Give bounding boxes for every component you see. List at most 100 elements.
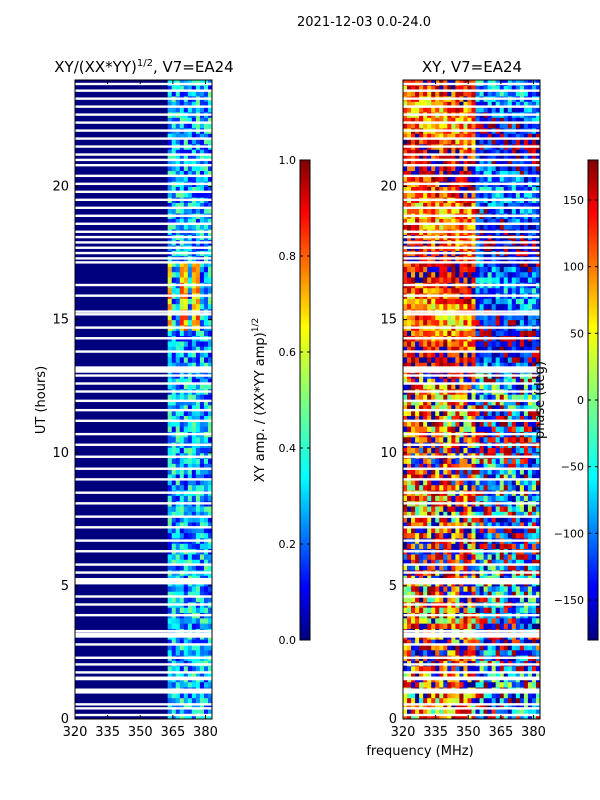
heatmap-cell (155, 207, 161, 214)
heatmap-cell (99, 266, 104, 273)
heatmap-cell (203, 117, 209, 124)
heatmap-cell (187, 713, 193, 720)
heatmap-cell (175, 713, 181, 720)
heatmap-cell (119, 202, 124, 209)
heatmap-cell (175, 346, 181, 353)
heatmap-cell (183, 410, 189, 416)
heatmap-cell (139, 506, 144, 512)
heatmap-cell (95, 436, 100, 443)
heatmap-cell (155, 117, 161, 124)
heatmap-cell (183, 186, 189, 193)
heatmap-cell (99, 596, 104, 603)
heatmap-cell (143, 426, 149, 432)
heatmap-cell (167, 484, 173, 491)
heatmap-cell (83, 527, 88, 534)
heatmap-cell (459, 644, 464, 651)
heatmap-cell (119, 468, 124, 475)
heatmap-cell (151, 261, 157, 267)
heatmap-cell (187, 287, 193, 294)
heatmap-cell (151, 165, 157, 172)
heatmap-cell (459, 623, 464, 629)
heatmap-cell (191, 665, 197, 672)
heatmap-cell (183, 681, 189, 688)
heatmap-cell (471, 665, 477, 672)
heatmap-cell (127, 511, 132, 518)
heatmap-cell (99, 319, 104, 326)
heatmap-cell (203, 271, 209, 278)
heatmap-cell (455, 623, 460, 629)
heatmap-cell (183, 607, 189, 613)
heatmap-cell (91, 623, 96, 629)
heatmap-cell (187, 202, 193, 209)
heatmap-cell (171, 415, 177, 422)
flagged-row (75, 635, 212, 638)
heatmap-cell (511, 708, 517, 715)
heatmap-cell (183, 415, 189, 422)
heatmap-cell (483, 692, 489, 699)
heatmap-cell (163, 415, 169, 422)
heatmap-cell (107, 351, 112, 358)
heatmap-cell (179, 394, 185, 400)
heatmap-cell (191, 596, 197, 603)
heatmap-cell (191, 474, 197, 480)
heatmap-cell (207, 85, 213, 92)
heatmap-cell (155, 378, 161, 385)
heatmap-cell (435, 607, 440, 613)
heatmap-cell (179, 649, 185, 656)
heatmap-cell (199, 175, 205, 182)
heatmap-cell (207, 165, 213, 172)
heatmap-cell (75, 117, 80, 124)
heatmap-cell (79, 138, 84, 145)
heatmap-cell (199, 607, 205, 613)
heatmap-cell (99, 122, 104, 129)
heatmap-cell (427, 644, 432, 651)
heatmap-cell (91, 170, 96, 177)
heatmap-cell (95, 692, 100, 699)
heatmap-cell (79, 420, 84, 427)
heatmap-cell (75, 447, 80, 454)
heatmap-cell (511, 681, 517, 688)
flagged-row (75, 713, 212, 717)
heatmap-cell (151, 681, 157, 688)
heatmap-cell (499, 697, 505, 704)
heatmap-cell (191, 202, 197, 209)
heatmap-cell (503, 649, 509, 656)
heatmap-cell (167, 404, 173, 411)
heatmap-cell (75, 484, 80, 491)
heatmap-cell (527, 692, 533, 699)
heatmap-cell (415, 639, 420, 645)
heatmap-cell (143, 122, 149, 129)
heatmap-cell (107, 607, 112, 613)
heatmap-cell (207, 564, 213, 571)
heatmap-cell (75, 271, 80, 278)
heatmap-cell (91, 692, 96, 699)
heatmap-cell (135, 692, 140, 699)
heatmap-cell (119, 117, 124, 124)
flagged-row (75, 164, 212, 167)
heatmap-cell (99, 553, 104, 560)
flagged-row (75, 113, 212, 116)
heatmap-cell (207, 436, 213, 443)
heatmap-cell (123, 617, 128, 624)
heatmap-cell (175, 90, 181, 97)
heatmap-cell (79, 340, 84, 347)
heatmap-cell (207, 314, 213, 321)
heatmap-cell (155, 223, 161, 230)
heatmap-cell (175, 351, 181, 358)
heatmap-cell (171, 340, 177, 347)
heatmap-cell (163, 479, 169, 486)
heatmap-cell (115, 122, 120, 129)
heatmap-cell (411, 692, 416, 699)
heatmap-cell (83, 559, 88, 566)
heatmap-cell (99, 463, 104, 470)
heatmap-cell (115, 356, 120, 363)
heatmap-cell (175, 479, 181, 486)
heatmap-cell (499, 596, 505, 603)
heatmap-cell (123, 420, 128, 427)
heatmap-cell (87, 527, 92, 534)
heatmap-cell (99, 697, 104, 704)
heatmap-cell (115, 420, 120, 427)
heatmap-cell (87, 484, 92, 491)
flagged-row (75, 382, 212, 385)
heatmap-cell (167, 287, 173, 294)
